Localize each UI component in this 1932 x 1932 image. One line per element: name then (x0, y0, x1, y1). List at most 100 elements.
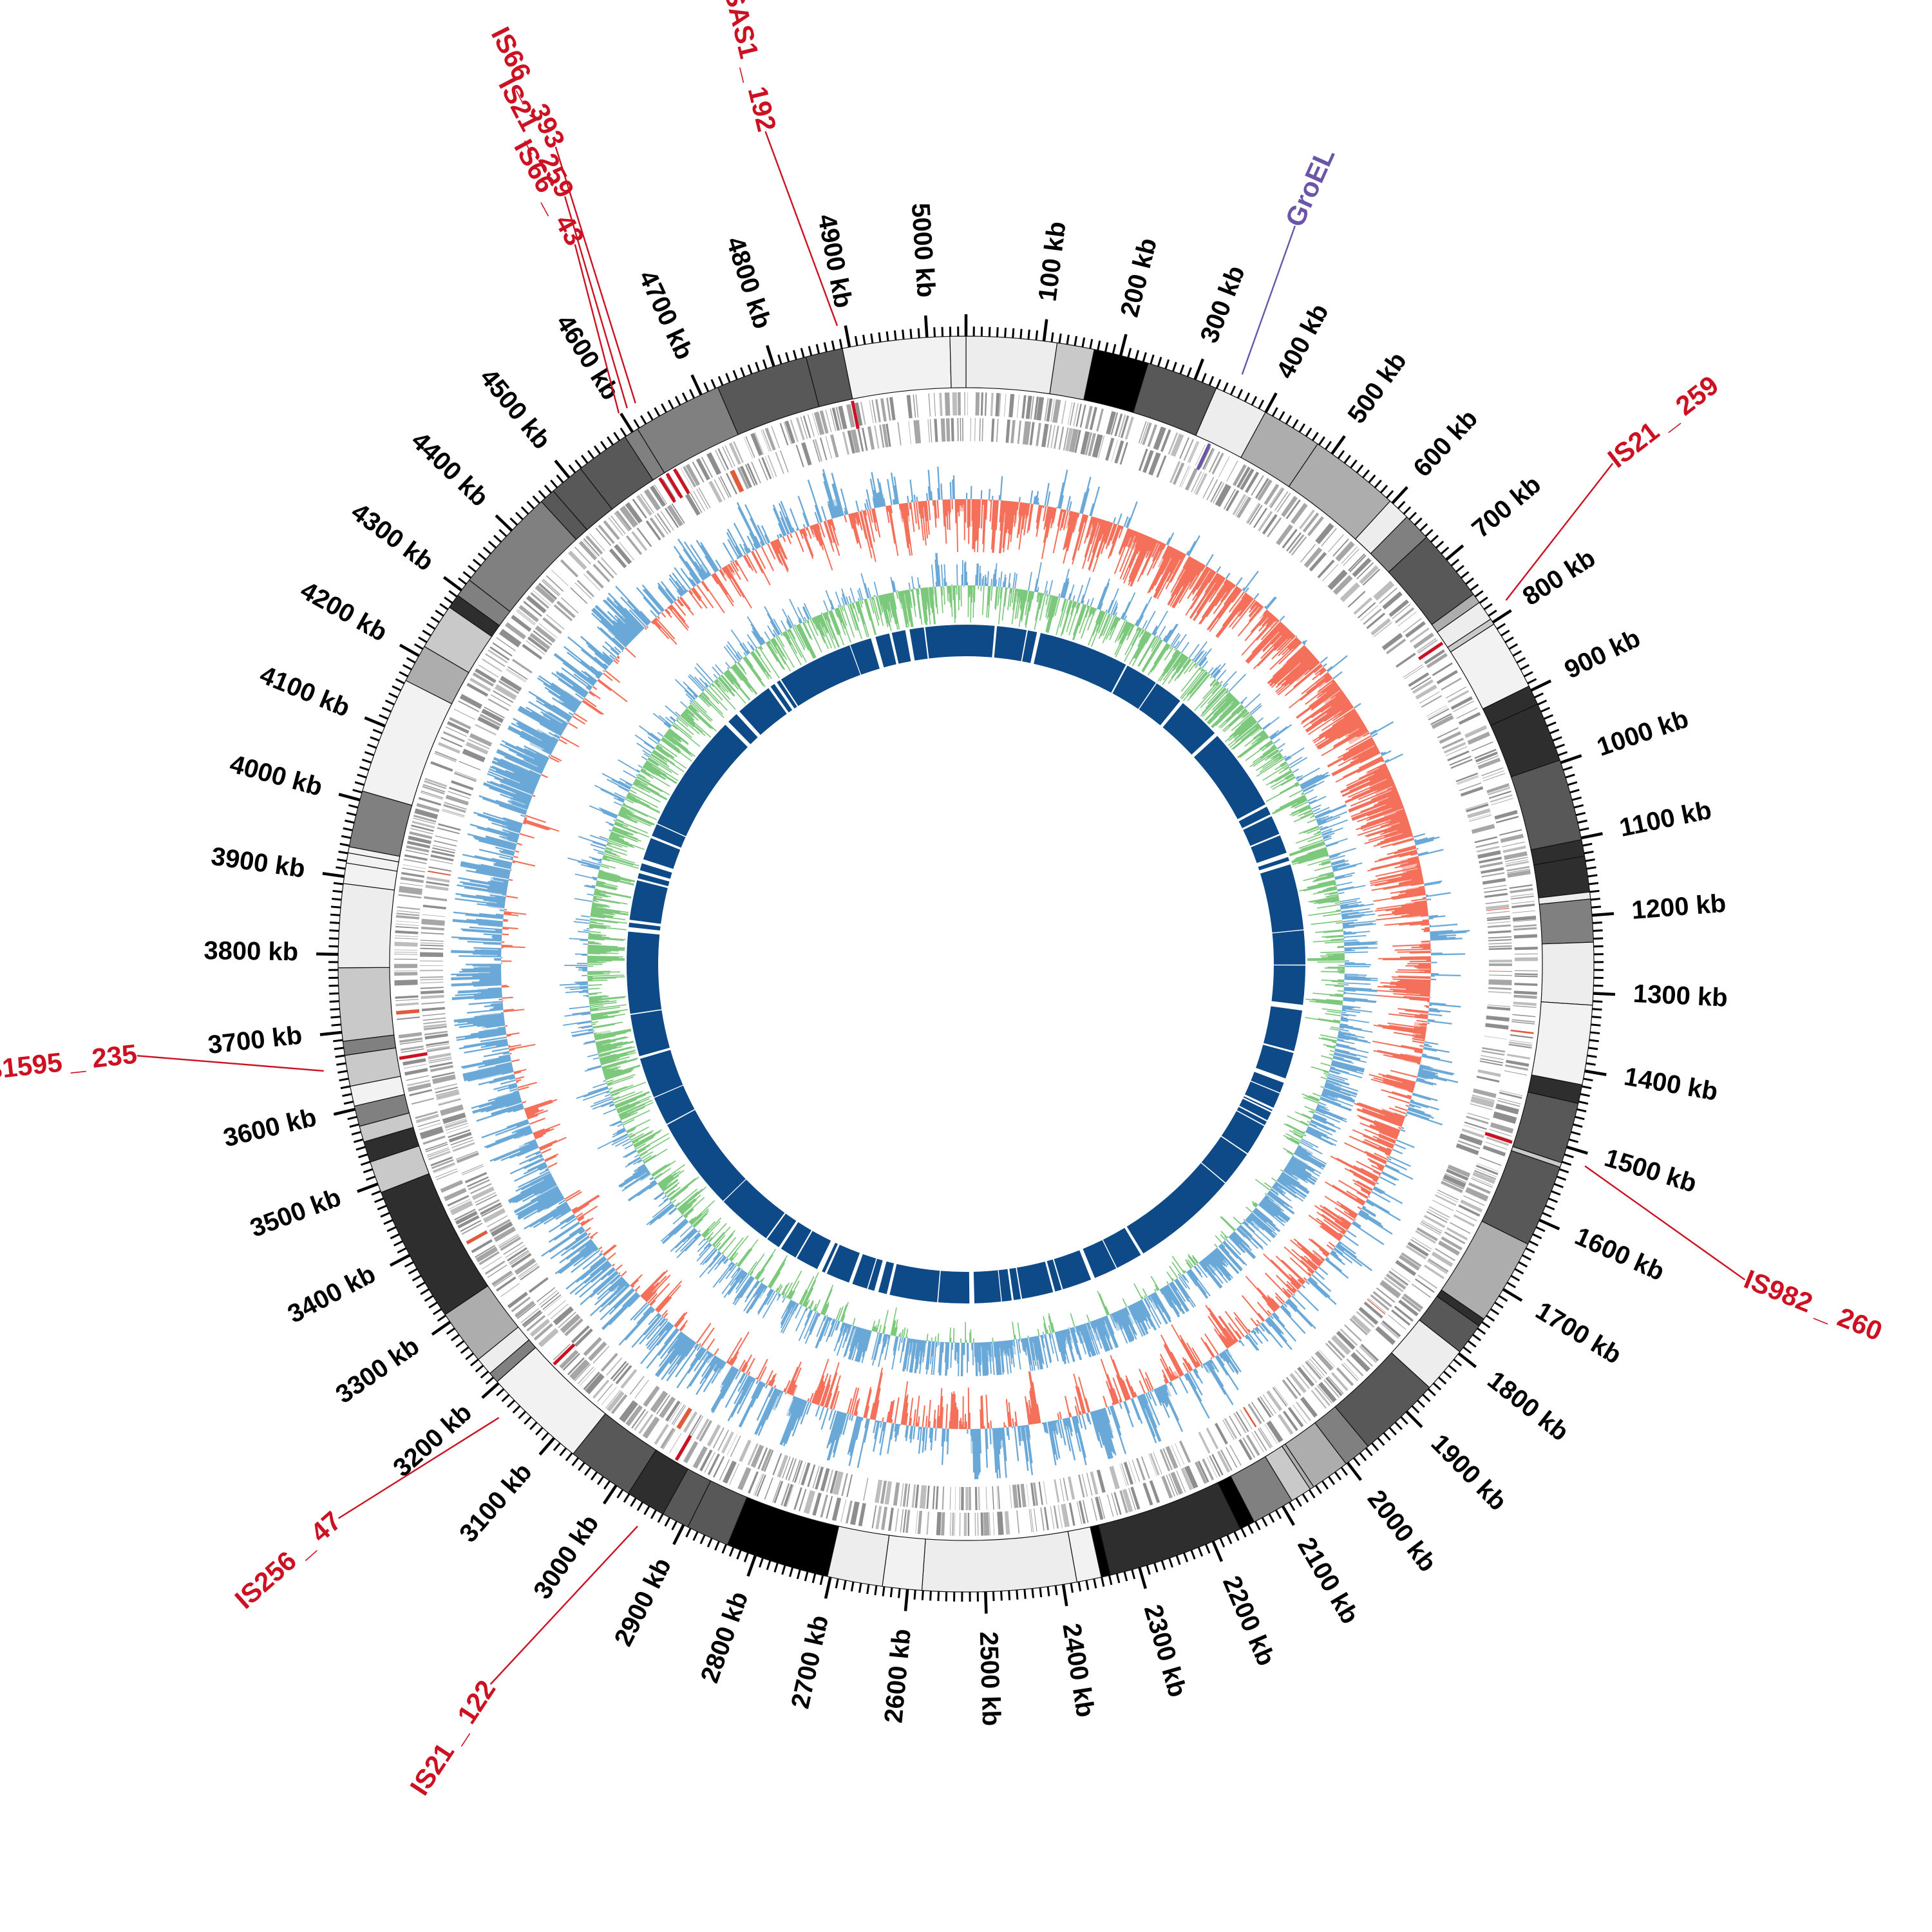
deviation-bar (1387, 1147, 1392, 1151)
ruler-minor-tick (1337, 450, 1345, 459)
deviation-bar (654, 1334, 687, 1376)
deviation-bar (693, 1350, 708, 1372)
deviation-bar (1323, 663, 1327, 667)
cds-feature (1245, 471, 1260, 493)
cds-feature (445, 726, 467, 737)
deviation-bar (985, 1428, 989, 1468)
ruler-minor-tick (1236, 389, 1244, 399)
cds-feature (1481, 767, 1504, 777)
cds-feature (1416, 1227, 1438, 1242)
deviation-bar (1241, 616, 1276, 656)
deviation-bar (1037, 587, 1039, 592)
deviation-bar (493, 758, 540, 780)
deviation-bar (601, 1282, 628, 1308)
ruler-minor-tick (785, 352, 790, 363)
cds-feature (726, 473, 737, 495)
cds-feature (1443, 1174, 1466, 1188)
deviation-bar (1233, 726, 1262, 750)
deviation-envelope (992, 1427, 1006, 1448)
deviation-bar (1275, 1255, 1305, 1283)
deviation-bar (1346, 1190, 1366, 1203)
cds-feature (1405, 621, 1426, 638)
deviation-bar (1301, 793, 1305, 796)
deviation-bar (889, 1399, 895, 1423)
cds-feature (1466, 1115, 1489, 1124)
deviation-bar (1100, 522, 1112, 554)
deviation-bar (1295, 635, 1298, 638)
cds-feature (906, 1484, 911, 1508)
cds-feature (1361, 1343, 1379, 1361)
cds-feature (399, 886, 423, 895)
deviation-bar (1282, 638, 1299, 656)
deviation-bar (1037, 502, 1039, 505)
deviation-bar (1392, 1148, 1403, 1155)
deviation-bar (676, 1347, 705, 1388)
cds-feature (1486, 1136, 1509, 1146)
ruler-minor-tick (468, 565, 477, 573)
ruler-minor-tick (1592, 1008, 1602, 1011)
deviation-bar (805, 527, 808, 531)
deviation-bar (1010, 501, 1016, 542)
deviation-bar (1175, 559, 1197, 595)
deviation-bar (814, 504, 822, 523)
deviation-bar (1274, 762, 1287, 770)
ruler-minor-tick (444, 596, 453, 604)
ruler-minor-tick (413, 643, 424, 650)
deviation-bar (1371, 732, 1378, 737)
cds-feature (448, 1129, 471, 1139)
deviation-bar (698, 573, 705, 581)
deviation-bar (1385, 1165, 1414, 1180)
deviation-bar (1148, 547, 1173, 593)
deviation-envelope (1309, 1251, 1325, 1267)
deviation-bar (463, 1065, 513, 1078)
deviation-bar (484, 1058, 511, 1066)
deviation-bar (1170, 554, 1187, 583)
ruler-minor-tick (1540, 706, 1551, 713)
deviation-bar (465, 914, 504, 920)
deviation-bar (1378, 1175, 1381, 1177)
deviation-bar (594, 605, 632, 642)
cds-feature (437, 742, 460, 754)
deviation-bar (506, 826, 521, 831)
deviation-bar (1244, 611, 1271, 641)
deviation-bar (1057, 482, 1065, 509)
deviation-bar (1196, 569, 1214, 597)
deviation-bar (1182, 672, 1208, 701)
cds-feature (984, 392, 987, 416)
deviation-bar (495, 846, 515, 853)
ruler-minor-tick (1168, 1557, 1173, 1568)
deviation-bar (563, 645, 602, 677)
deviation-bar (1207, 1361, 1224, 1387)
deviation-bar (1122, 533, 1143, 580)
ruler-minor-tick (361, 758, 372, 764)
cds-feature (1484, 1036, 1507, 1040)
deviation-bar (656, 1335, 688, 1377)
deviation-bar (981, 1395, 984, 1429)
deviation-bar (531, 711, 565, 732)
cds-feature (1343, 1362, 1359, 1380)
deviation-bar (1361, 811, 1406, 828)
deviation-bar (937, 1416, 940, 1428)
deviation-bar (755, 549, 766, 569)
ruler-minor-tick (706, 1537, 713, 1548)
deviation-bar (601, 645, 617, 659)
cds-feature (1269, 488, 1285, 509)
cds-feature (574, 546, 591, 565)
deviation-bar (1408, 859, 1419, 864)
ruler-minor-tick (535, 1426, 544, 1435)
deviation-bar (462, 1057, 511, 1069)
deviation-bar (1412, 1040, 1425, 1044)
deviation-bar (1009, 501, 1015, 535)
deviation-bar (721, 1365, 734, 1385)
deviation-bar (1364, 829, 1412, 845)
cds-feature (1421, 1220, 1443, 1232)
deviation-bar (1392, 1055, 1421, 1063)
deviation-bar (1345, 780, 1394, 802)
deviation-bar (609, 1294, 640, 1325)
deviation-bar (739, 1377, 754, 1405)
deviation-bar (656, 1296, 670, 1312)
cds-feature (1311, 1356, 1327, 1374)
cds-feature (867, 426, 875, 450)
deviation-bar (1036, 504, 1041, 523)
deviation-bar (1326, 697, 1349, 714)
